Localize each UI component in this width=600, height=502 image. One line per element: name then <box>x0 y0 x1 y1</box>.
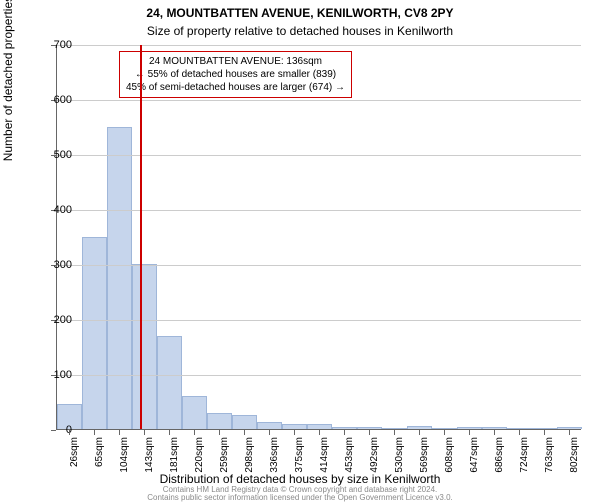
x-tick-mark <box>344 430 345 435</box>
reference-line <box>140 45 142 429</box>
annotation-line-2: ← 55% of detached houses are smaller (83… <box>126 68 345 81</box>
x-tick-mark <box>319 430 320 435</box>
y-tick-label: 100 <box>54 369 72 381</box>
y-tick-label: 500 <box>54 149 72 161</box>
histogram-bar <box>432 428 457 429</box>
y-tick-label: 700 <box>54 39 72 51</box>
y-tick-label: 600 <box>54 94 72 106</box>
x-tick-mark <box>394 430 395 435</box>
x-tick-label: 686sqm <box>494 437 505 477</box>
x-tick-label: 336sqm <box>269 437 280 477</box>
y-tick-label: 200 <box>54 314 72 326</box>
x-tick-mark <box>369 430 370 435</box>
histogram-bar <box>207 413 232 430</box>
histogram-bar <box>132 264 157 429</box>
x-tick-label: 220sqm <box>194 437 205 477</box>
annotation-line-3: 45% of semi-detached houses are larger (… <box>126 81 345 94</box>
x-tick-mark <box>494 430 495 435</box>
histogram-bar <box>507 428 532 429</box>
x-tick-label: 530sqm <box>394 437 405 477</box>
x-tick-label: 647sqm <box>469 437 480 477</box>
gridline-h <box>57 320 581 321</box>
x-tick-mark <box>294 430 295 435</box>
histogram-bar <box>182 396 207 429</box>
histogram-bar <box>457 427 482 429</box>
annotation-line-1: 24 MOUNTBATTEN AVENUE: 136sqm <box>126 55 345 68</box>
histogram-bar <box>332 427 357 429</box>
plot-area: 24 MOUNTBATTEN AVENUE: 136sqm ← 55% of d… <box>56 45 581 430</box>
gridline-h <box>57 45 581 46</box>
x-tick-label: 65sqm <box>94 437 105 477</box>
y-tick-label: 300 <box>54 259 72 271</box>
x-tick-mark <box>169 430 170 435</box>
x-tick-label: 802sqm <box>569 437 580 477</box>
x-tick-mark <box>469 430 470 435</box>
x-tick-label: 763sqm <box>544 437 555 477</box>
x-tick-label: 608sqm <box>444 437 455 477</box>
x-tick-mark <box>269 430 270 435</box>
histogram-bar <box>232 415 257 429</box>
histogram-bar <box>107 127 132 430</box>
histogram-bar <box>407 426 432 429</box>
histogram-bar <box>282 424 307 430</box>
x-tick-mark <box>419 430 420 435</box>
x-tick-label: 414sqm <box>319 437 330 477</box>
histogram-bar <box>557 427 582 429</box>
histogram-bar <box>382 428 407 429</box>
annotation-box: 24 MOUNTBATTEN AVENUE: 136sqm ← 55% of d… <box>119 51 352 98</box>
y-tick-label: 400 <box>54 204 72 216</box>
x-tick-label: 104sqm <box>119 437 130 477</box>
x-tick-mark <box>119 430 120 435</box>
histogram-chart: 24, MOUNTBATTEN AVENUE, KENILWORTH, CV8 … <box>0 0 600 500</box>
x-tick-mark <box>544 430 545 435</box>
x-tick-label: 724sqm <box>519 437 530 477</box>
x-tick-label: 298sqm <box>244 437 255 477</box>
x-tick-mark <box>244 430 245 435</box>
histogram-bar <box>532 428 557 429</box>
histogram-bar <box>307 424 332 430</box>
x-tick-label: 492sqm <box>369 437 380 477</box>
chart-title-sub: Size of property relative to detached ho… <box>0 24 600 38</box>
histogram-bar <box>357 427 382 429</box>
x-tick-label: 569sqm <box>419 437 430 477</box>
gridline-h <box>57 265 581 266</box>
x-tick-label: 259sqm <box>219 437 230 477</box>
x-tick-mark <box>94 430 95 435</box>
y-tick-mark <box>51 430 56 431</box>
footer-line-2: Contains public sector information licen… <box>147 493 453 502</box>
gridline-h <box>57 100 581 101</box>
x-tick-label: 453sqm <box>344 437 355 477</box>
y-axis-label: Number of detached properties <box>1 0 15 161</box>
histogram-bar <box>157 336 182 430</box>
gridline-h <box>57 155 581 156</box>
x-tick-mark <box>194 430 195 435</box>
histogram-bar <box>257 422 282 429</box>
x-tick-mark <box>69 430 70 435</box>
gridline-h <box>57 210 581 211</box>
x-tick-mark <box>444 430 445 435</box>
x-tick-label: 26sqm <box>69 437 80 477</box>
chart-title-main: 24, MOUNTBATTEN AVENUE, KENILWORTH, CV8 … <box>0 6 600 20</box>
x-tick-label: 181sqm <box>169 437 180 477</box>
x-tick-mark <box>144 430 145 435</box>
x-tick-label: 143sqm <box>144 437 155 477</box>
x-tick-mark <box>219 430 220 435</box>
x-tick-mark <box>519 430 520 435</box>
x-tick-label: 375sqm <box>294 437 305 477</box>
gridline-h <box>57 375 581 376</box>
histogram-bar <box>482 427 507 429</box>
x-tick-mark <box>569 430 570 435</box>
